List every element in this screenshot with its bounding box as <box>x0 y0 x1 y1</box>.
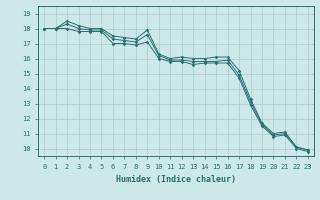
X-axis label: Humidex (Indice chaleur): Humidex (Indice chaleur) <box>116 175 236 184</box>
